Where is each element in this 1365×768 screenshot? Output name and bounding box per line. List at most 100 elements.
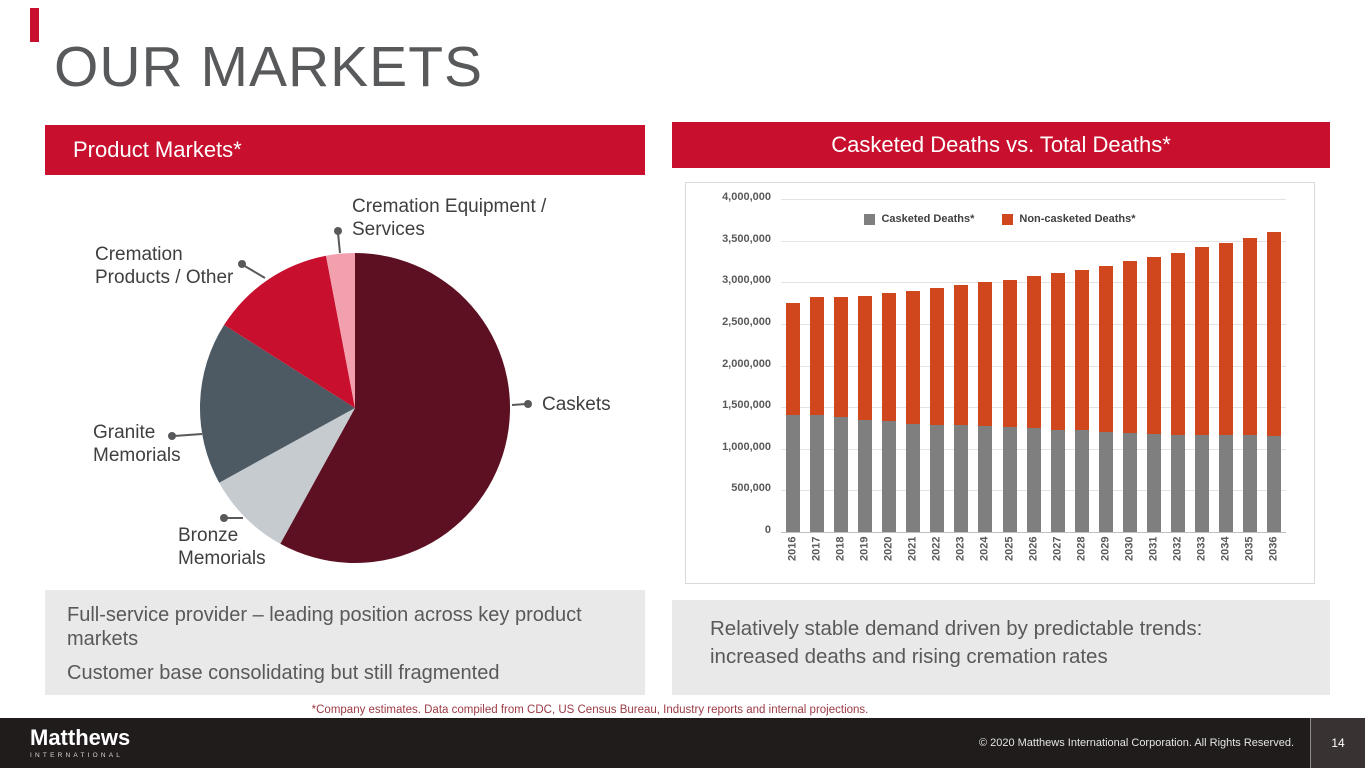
bar-non-casketed-2025 xyxy=(1002,279,1017,428)
y-axis-tick-label: 500,000 xyxy=(731,482,771,495)
x-axis-label-2017: 2017 xyxy=(810,536,823,561)
red-accent-bar xyxy=(30,8,39,42)
footer-bar: Matthews INTERNATIONAL © 2020 Matthews I… xyxy=(0,718,1365,768)
bar-casketed-2019 xyxy=(858,419,873,532)
casketed-deaths-header: Casketed Deaths vs. Total Deaths* xyxy=(672,122,1330,168)
x-axis-label-2035: 2035 xyxy=(1243,536,1256,561)
matthews-logo: Matthews INTERNATIONAL xyxy=(30,725,131,760)
bar-casketed-2028 xyxy=(1074,430,1089,532)
note-line: Full-service provider – leading position… xyxy=(67,604,582,651)
bar-non-casketed-2027 xyxy=(1050,273,1065,430)
y-axis-tick-label: 4,000,000 xyxy=(722,191,771,203)
x-axis-label-2036: 2036 xyxy=(1267,536,1280,561)
bar-non-casketed-2032 xyxy=(1170,253,1185,435)
bar-chart-area: Casketed Deaths* Non-casketed Deaths* 0 50… xyxy=(672,168,1330,600)
product-markets-pie-chart xyxy=(168,227,532,563)
bar-casketed-2031 xyxy=(1146,433,1161,532)
casketed-deaths-notes: Relatively stable demand driven by predi… xyxy=(672,600,1330,695)
legend-item: Non-casketed Deaths* xyxy=(1002,213,1136,225)
bar-non-casketed-2033 xyxy=(1194,247,1209,435)
x-axis-label-2026: 2026 xyxy=(1027,536,1039,561)
logo-subtext: INTERNATIONAL xyxy=(30,752,124,759)
product-markets-panel: Product Markets* Cr xyxy=(45,125,645,695)
bar-casketed-2035 xyxy=(1242,435,1257,532)
x-axis-label-2021: 2021 xyxy=(906,536,919,561)
pie-label-cremation-equipment-services: Cremation Equipment / Services xyxy=(352,196,547,241)
x-axis-label-2027: 2027 xyxy=(1051,536,1063,561)
bar-casketed-2024 xyxy=(978,426,993,532)
y-axis-tick-label: 2,500,000 xyxy=(722,315,771,328)
x-axis-label-2018: 2018 xyxy=(834,536,847,561)
pie-label-bronze-memorials: Bronze Memorials xyxy=(178,525,266,570)
bar-non-casketed-2035 xyxy=(1242,238,1257,436)
bar-non-casketed-2028 xyxy=(1074,269,1089,431)
bar-non-casketed-2034 xyxy=(1218,243,1233,436)
x-axis-label-2028: 2028 xyxy=(1075,536,1088,561)
pie-slices xyxy=(199,252,511,563)
chart-legend: Casketed Deaths* Non-casketed Deaths* xyxy=(686,213,1314,225)
x-axis-label-2016: 2016 xyxy=(786,536,799,561)
bar-non-casketed-2016 xyxy=(786,303,800,416)
bar-casketed-2023 xyxy=(954,425,969,532)
casketed-deaths-bar-chart: Casketed Deaths* Non-casketed Deaths* 0 50… xyxy=(685,182,1315,584)
pie-slice-cremation-equipment-services xyxy=(326,252,355,408)
bar-casketed-2018 xyxy=(834,417,849,532)
bar-non-casketed-2017 xyxy=(810,297,825,416)
x-axis-label-2023: 2023 xyxy=(954,536,967,561)
bar-non-casketed-2029 xyxy=(1098,265,1113,433)
pie-label-granite-memorials: Granite Memorials xyxy=(93,422,181,467)
y-axis-tick-label: 2,000,000 xyxy=(722,357,771,370)
page-number: 14 xyxy=(1311,718,1365,768)
casketed-deaths-panel: Casketed Deaths vs. Total Deaths* Casket… xyxy=(672,122,1330,695)
bar-non-casketed-2024 xyxy=(978,282,993,427)
gridline xyxy=(781,240,1286,242)
legend-label: Non-casketed Deaths* xyxy=(1019,213,1136,225)
legend-label: Casketed Deaths* xyxy=(881,213,975,225)
bar-casketed-2016 xyxy=(786,415,800,532)
bar-non-casketed-2031 xyxy=(1146,257,1161,434)
y-axis-tick-label: 0 xyxy=(764,524,771,536)
bar-casketed-2022 xyxy=(930,424,945,532)
y-axis-tick-label: 1,500,000 xyxy=(722,399,771,412)
bar-casketed-2027 xyxy=(1050,429,1065,532)
note-line: Relatively stable demand driven by predi… xyxy=(710,617,1203,668)
x-axis-label-2033: 2033 xyxy=(1195,536,1208,561)
bar-non-casketed-2036 xyxy=(1267,232,1281,437)
bar-casketed-2033 xyxy=(1194,434,1209,532)
x-axis-label-2034: 2034 xyxy=(1219,536,1232,561)
bar-non-casketed-2020 xyxy=(882,293,897,422)
leader-dots xyxy=(168,227,532,522)
bar-casketed-2021 xyxy=(906,423,921,532)
x-axis-label-2025: 2025 xyxy=(1003,536,1015,561)
bar-casketed-2020 xyxy=(882,421,897,532)
bar-casketed-2025 xyxy=(1002,427,1017,532)
y-axis-tick-label: 1,000,000 xyxy=(722,440,771,453)
footer-divider xyxy=(1310,718,1311,768)
bar-non-casketed-2021 xyxy=(906,290,921,424)
x-axis-label-2020: 2020 xyxy=(882,536,895,561)
legend-swatch-icon xyxy=(864,213,876,225)
copyright-text: © 2020 Matthews International Corporatio… xyxy=(978,737,1294,749)
bar-casketed-2026 xyxy=(1026,427,1041,532)
x-axis-label-2019: 2019 xyxy=(858,536,871,561)
legend-item: Casketed Deaths* xyxy=(864,213,974,225)
pie-slice-cremation-products-other xyxy=(224,255,355,408)
y-axis-tick-label: 3,500,000 xyxy=(722,232,771,245)
product-markets-notes: Full-service provider – leading position… xyxy=(45,590,645,695)
x-axis-label-2030: 2030 xyxy=(1123,536,1136,561)
logo-wordmark: Matthews xyxy=(30,725,131,750)
pie-slice-bronze-memorials xyxy=(219,408,355,544)
source-footnote: *Company estimates. Data compiled from C… xyxy=(311,704,869,716)
pie-chart-area: Cremation Equipment / Services Cremation… xyxy=(45,175,645,590)
note-line: Customer base consolidating but still fr… xyxy=(67,661,500,684)
leader-lines xyxy=(173,232,527,519)
x-axis-label-2022: 2022 xyxy=(930,536,943,561)
bar-casketed-2032 xyxy=(1170,434,1185,532)
bar-non-casketed-2030 xyxy=(1122,260,1137,433)
x-axis-label-2024: 2024 xyxy=(978,536,991,561)
bar-non-casketed-2022 xyxy=(930,288,945,425)
bar-non-casketed-2018 xyxy=(834,297,849,418)
bar-casketed-2036 xyxy=(1267,436,1281,532)
pie-label-cremation-products-other: Cremation Products / Other xyxy=(95,244,234,289)
x-axis-label-2031: 2031 xyxy=(1147,536,1160,561)
